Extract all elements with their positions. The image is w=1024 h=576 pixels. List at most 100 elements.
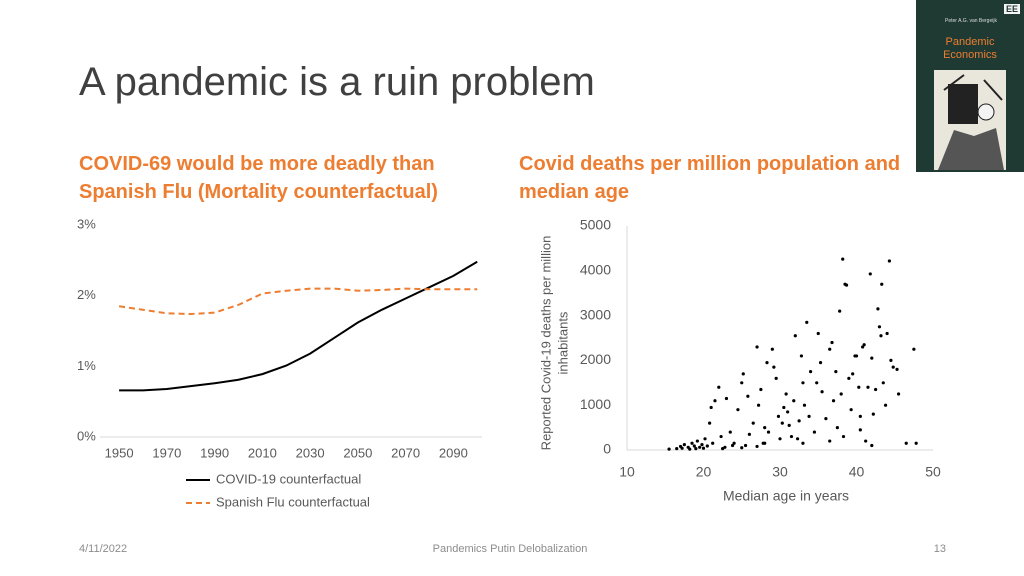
scatter-point [895, 367, 899, 371]
y-tick-label: 1% [77, 358, 96, 373]
scatter-point [880, 282, 884, 286]
x-tick-label: 2090 [439, 445, 468, 460]
scatter-point [766, 430, 771, 434]
scatter-point [883, 403, 888, 407]
scatter-point [782, 405, 786, 410]
scatter-point [864, 439, 868, 443]
footer-date: 4/11/2022 [79, 543, 128, 555]
scatter-point [820, 390, 824, 394]
x-tick-label: 40 [849, 464, 865, 480]
scatter-point [730, 443, 735, 448]
page-number: 13 [933, 543, 946, 555]
scatter-point [881, 381, 885, 385]
x-tick-label: 50 [925, 464, 941, 480]
scatter-point [885, 331, 889, 336]
scatter-point [708, 421, 712, 425]
scatter-point [858, 414, 862, 418]
scatter-point [770, 347, 774, 351]
scatter-point [889, 358, 893, 362]
scatter-point [763, 441, 767, 445]
scatter-point [713, 399, 717, 403]
scatter-point [835, 426, 839, 430]
scatter-point [703, 437, 707, 441]
scatter-point [841, 257, 845, 261]
scatter-point [887, 259, 891, 263]
scatter-point [801, 381, 805, 385]
scatter-point [801, 441, 805, 445]
series-line [119, 260, 478, 392]
scatter-point [667, 447, 671, 451]
scatter-point [755, 444, 759, 449]
scatter-point [849, 408, 853, 412]
book-title: Pandemic Economics [943, 36, 997, 61]
scatter-point [870, 356, 874, 360]
scatter-point [877, 325, 882, 329]
scatter-point [824, 417, 828, 421]
scatter-point [751, 421, 755, 425]
y-tick-label: 0 [603, 441, 611, 457]
scatter-point [755, 345, 759, 349]
x-tick-label: 1970 [152, 445, 181, 460]
x-tick-label: 10 [619, 464, 635, 480]
scatter-point [709, 405, 713, 410]
scatter-point [862, 343, 866, 347]
x-tick-label: 30 [772, 464, 788, 480]
scatter-point [701, 446, 706, 450]
x-axis-label: Median age in years [723, 488, 849, 504]
scatter-point [789, 434, 794, 439]
scatter-point [795, 437, 800, 441]
scatter-point [831, 399, 836, 403]
scatter-point [778, 437, 782, 441]
y-tick-label: 3% [77, 216, 96, 231]
scatter-point [772, 365, 776, 369]
scatter-point [759, 387, 763, 392]
scatter-point [723, 445, 727, 449]
scatter-point [799, 354, 804, 358]
x-tick-label: 2070 [391, 445, 420, 460]
scatter-point [784, 392, 788, 396]
scatter-point [847, 376, 851, 380]
scatter-point [809, 370, 813, 374]
legend-label: Spanish Flu counterfactual [216, 494, 370, 509]
publisher-logo: EE [1003, 4, 1020, 14]
scatter-point [857, 385, 861, 389]
scatter-point [688, 447, 692, 451]
scatter-point [914, 441, 918, 445]
x-tick-label: 1950 [105, 445, 134, 460]
scatter-point [805, 320, 809, 324]
scatter-point [741, 372, 745, 376]
scatter-point [786, 410, 790, 414]
scatter-point [736, 408, 740, 412]
book-cover: EE Peter A.G. van Bergeijk Pandemic Econ… [916, 0, 1024, 172]
scatter-point [879, 334, 883, 338]
scatter-point [717, 385, 721, 389]
scatter-point [680, 446, 684, 450]
scatter-point [866, 385, 870, 389]
x-tick-label: 2030 [296, 445, 325, 460]
y-tick-label: 2% [77, 287, 96, 302]
y-tick-label: 5000 [580, 217, 611, 233]
scatter-point [756, 403, 761, 407]
scatter-point [787, 423, 791, 427]
scatter-point [830, 340, 834, 345]
scatter-point [834, 370, 838, 374]
scatter-point [868, 272, 872, 276]
scatter-point [904, 441, 908, 445]
scatter-point [912, 347, 916, 351]
scatter-point [698, 445, 702, 449]
scatter-point [765, 361, 769, 365]
y-tick-label: 2000 [580, 351, 611, 367]
scatter-point [740, 446, 744, 450]
scatter-point [828, 347, 832, 351]
scatter-point [896, 392, 901, 396]
scatter-point [851, 372, 855, 376]
scatter-point [682, 443, 686, 447]
scatter-point [807, 414, 811, 418]
y-tick-label: 1000 [580, 396, 611, 412]
chart-title: COVID-69 would be more deadly than Spani… [79, 153, 438, 203]
scatter-point [793, 334, 797, 338]
scatter-point [694, 447, 698, 451]
scatter-point [870, 443, 874, 448]
scatter-point [876, 307, 880, 311]
